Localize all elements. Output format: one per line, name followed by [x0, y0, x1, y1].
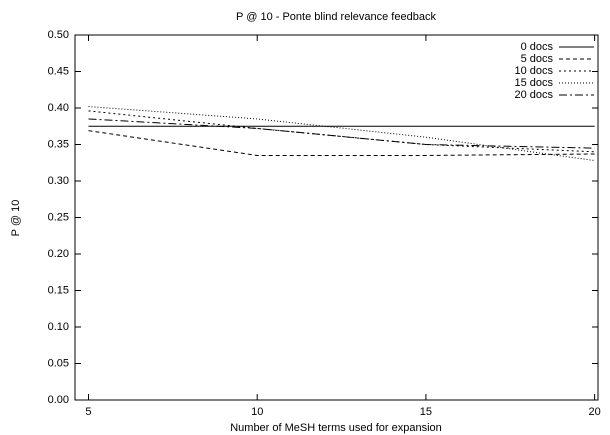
series-line	[88, 118, 595, 149]
legend-label: 10 docs	[514, 65, 553, 77]
legend-label: 5 docs	[521, 53, 554, 65]
y-tick-label: 0.20	[48, 248, 69, 260]
y-tick-label: 0.10	[48, 321, 69, 333]
chart-title: P @ 10 - Ponte blind relevance feedback	[236, 11, 436, 23]
y-tick-label: 0.15	[48, 284, 69, 296]
y-tick-label: 0.35	[48, 138, 69, 150]
y-tick-label: 0.25	[48, 211, 69, 223]
legend-label: 0 docs	[521, 41, 554, 53]
y-tick-label: 0.30	[48, 175, 69, 187]
y-tick-label: 0.00	[48, 394, 69, 406]
series-line	[88, 106, 595, 162]
y-tick-label: 0.05	[48, 357, 69, 369]
x-tick-label: 5	[85, 406, 91, 418]
series-line	[88, 130, 595, 156]
series-line	[88, 110, 595, 153]
x-axis-label: Number of MeSH terms used for expansion	[230, 422, 442, 434]
y-axis-label: P @ 10	[10, 200, 22, 237]
y-tick-label: 0.45	[48, 65, 69, 77]
legend-label: 20 docs	[514, 89, 553, 101]
y-tick-label: 0.40	[48, 102, 69, 114]
x-tick-label: 20	[589, 406, 601, 418]
x-tick-label: 15	[420, 406, 432, 418]
legend-label: 15 docs	[514, 77, 553, 89]
x-tick-label: 10	[251, 406, 263, 418]
y-tick-label: 0.50	[48, 29, 69, 41]
